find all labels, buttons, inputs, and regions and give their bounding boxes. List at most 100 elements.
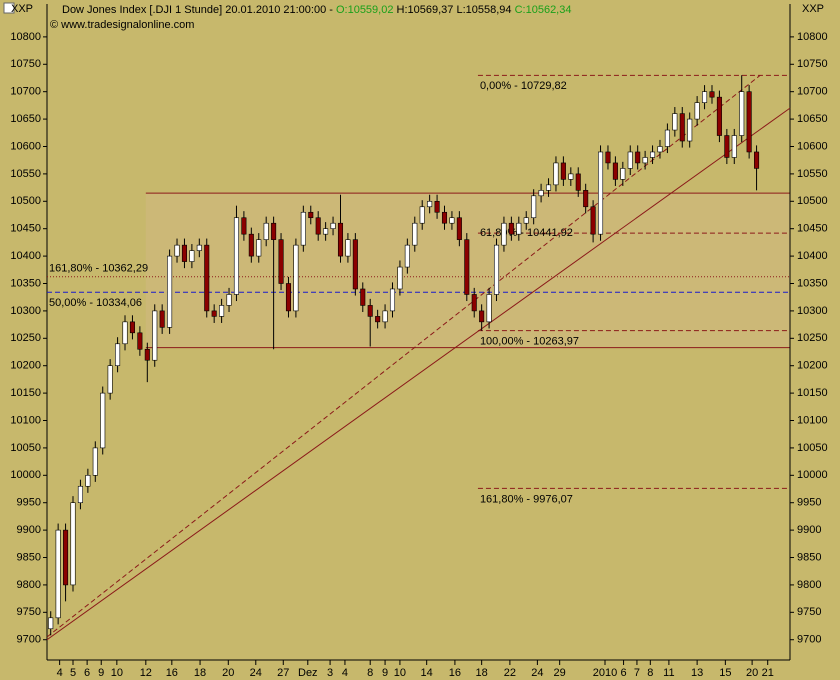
y-tick-label-left: 10150	[10, 387, 41, 399]
y-tick-label-left: 10000	[10, 469, 41, 481]
x-tick-label: 8	[647, 667, 653, 679]
y-tick-label-left: 10250	[10, 332, 41, 344]
x-tick-label: 4	[57, 667, 63, 679]
candle-body	[92, 447, 98, 476]
candle-body	[70, 502, 76, 586]
candle-body	[434, 200, 440, 213]
candle-body	[486, 294, 492, 323]
y-tick-label-right: 10600	[797, 140, 828, 152]
candle-body	[412, 222, 418, 246]
y-tick-label-right: 9700	[797, 634, 821, 646]
x-tick-label: 6	[84, 667, 90, 679]
candle-body	[724, 135, 730, 158]
y-tick-label-right: 10700	[797, 86, 828, 98]
candle-body	[367, 305, 373, 317]
x-tick-label: 3	[327, 667, 333, 679]
x-tick-label: 12	[140, 667, 152, 679]
candle-body	[731, 135, 737, 158]
y-tick-label-right: 10200	[797, 360, 828, 372]
y-tick-label-right: 10800	[797, 31, 828, 43]
x-tick-label: 8	[367, 667, 373, 679]
y-tick-label-left: 10300	[10, 305, 41, 317]
x-tick-label: 18	[194, 667, 206, 679]
y-tick-label-left: 10050	[10, 442, 41, 454]
candle-body	[204, 244, 210, 312]
candle-body	[107, 365, 113, 394]
level-label: 50,00% - 10334,06	[49, 297, 142, 309]
y-tick-label-right: 10150	[797, 387, 828, 399]
candle-body	[702, 91, 708, 103]
candle-body	[664, 129, 670, 147]
candle-body	[115, 343, 121, 367]
x-tick-label: 21	[762, 667, 774, 679]
y-tick-label-right: 10650	[797, 113, 828, 125]
candle-body	[553, 162, 559, 186]
y-tick-label-left: 9950	[17, 497, 41, 509]
candle-body	[754, 151, 760, 169]
candle-body	[248, 233, 254, 257]
y-tick-label-right: 10100	[797, 414, 828, 426]
copyright: © www.tradesignalonline.com	[50, 19, 194, 31]
candle-body	[189, 250, 195, 262]
candle-body	[48, 617, 54, 630]
candle-body	[330, 222, 336, 229]
candle-body	[263, 222, 269, 240]
candle-body	[560, 162, 566, 180]
y-tick-label-right: 9850	[797, 551, 821, 563]
candle-body	[375, 316, 381, 323]
candle-body	[716, 96, 722, 136]
candle-body	[538, 190, 544, 197]
candle-body	[293, 244, 299, 312]
candle-body	[449, 217, 455, 224]
candle-body	[464, 239, 470, 295]
y-tick-label-left: 10750	[10, 58, 41, 70]
candle-body	[382, 310, 388, 323]
candle-body	[531, 195, 537, 219]
candle-body	[144, 348, 150, 361]
candle-body	[241, 217, 247, 235]
candle-body	[300, 211, 306, 246]
y-tick-label-right: 10550	[797, 168, 828, 180]
candle-body	[233, 217, 239, 295]
candle-body	[568, 173, 574, 180]
candle-body	[308, 211, 314, 219]
candle-body	[167, 255, 173, 328]
candle-body	[598, 151, 604, 235]
axis-unit-right: XXP	[802, 3, 824, 15]
axis-unit-left: XXP	[11, 3, 33, 15]
candle-body	[181, 244, 187, 262]
y-tick-label-left: 9900	[17, 524, 41, 536]
y-tick-label-left: 10100	[10, 414, 41, 426]
x-tick-label: 27	[277, 667, 289, 679]
y-tick-label-left: 10500	[10, 195, 41, 207]
candle-body	[100, 392, 106, 449]
y-tick-label-right: 10000	[797, 469, 828, 481]
candle-body	[545, 184, 552, 191]
x-tick-label: 6	[621, 667, 627, 679]
candle-body	[441, 211, 448, 224]
candle-body	[694, 102, 700, 120]
candle-body	[352, 239, 358, 290]
y-tick-label-left: 9700	[17, 634, 41, 646]
y-tick-label-left: 10200	[10, 360, 41, 372]
y-tick-label-right: 10750	[797, 58, 828, 70]
x-tick-label: 18	[476, 667, 488, 679]
x-tick-label: 24	[250, 667, 262, 679]
x-tick-label: 29	[554, 667, 566, 679]
candle-body	[389, 288, 396, 312]
header-close: C:10562,34	[515, 4, 572, 16]
candle-body	[687, 118, 693, 142]
candle-body	[55, 529, 61, 619]
candle-body	[278, 239, 284, 284]
candle-body	[635, 151, 641, 164]
trendline	[46, 74, 761, 638]
x-tick-label: 10	[111, 667, 123, 679]
x-tick-label: 5	[70, 667, 76, 679]
y-tick-label-right: 9900	[797, 524, 821, 536]
candle-body	[479, 310, 485, 323]
candle-body	[709, 91, 715, 98]
candle-body	[122, 321, 128, 345]
y-tick-label-right: 9800	[797, 579, 821, 591]
candle-body	[404, 244, 410, 268]
